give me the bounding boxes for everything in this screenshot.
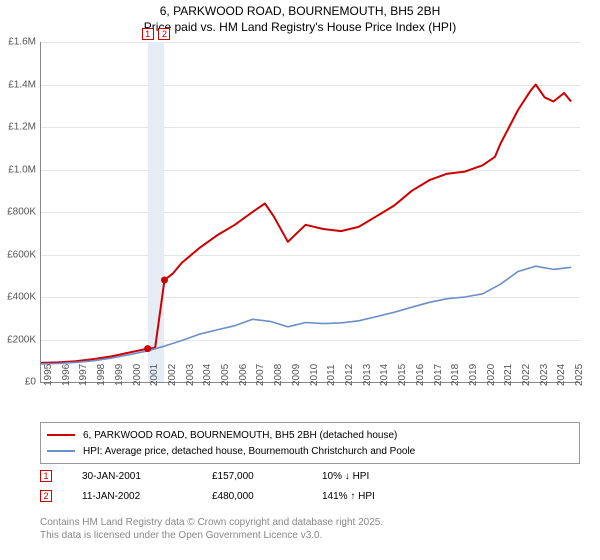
transaction-price: £480,000 — [212, 491, 322, 502]
x-tick-label: 1996 — [61, 364, 72, 386]
footnote: Contains HM Land Registry data © Crown c… — [40, 516, 580, 542]
legend: 6, PARKWOOD ROAD, BOURNEMOUTH, BH5 2BH (… — [40, 422, 580, 464]
sale-marker-box: 1 — [142, 28, 154, 40]
x-tick-label: 2001 — [149, 364, 160, 386]
sale-marker-box: 2 — [158, 28, 170, 40]
x-tick-label: 2019 — [468, 364, 479, 386]
transaction-marker: 1 — [40, 470, 52, 482]
sale-marker-dot — [144, 345, 151, 352]
legend-swatch — [47, 450, 75, 452]
legend-label: 6, PARKWOOD ROAD, BOURNEMOUTH, BH5 2BH (… — [83, 430, 397, 441]
x-tick-label: 2017 — [433, 364, 444, 386]
title-line-2: Price paid vs. HM Land Registry's House … — [0, 20, 600, 36]
legend-item: 6, PARKWOOD ROAD, BOURNEMOUTH, BH5 2BH (… — [47, 427, 573, 443]
x-tick-label: 2024 — [556, 364, 567, 386]
chart-plot — [40, 42, 580, 382]
y-tick-label: £600K — [0, 249, 36, 260]
x-tick-label: 2000 — [132, 364, 143, 386]
transaction-row: 1 30-JAN-2001£157,00010% ↓ HPI — [40, 466, 580, 486]
x-tick-label: 2004 — [202, 364, 213, 386]
series-price-paid — [40, 85, 571, 363]
transaction-date: 11-JAN-2002 — [82, 491, 212, 502]
x-tick-label: 2007 — [255, 364, 266, 386]
legend-label: HPI: Average price, detached house, Bour… — [83, 446, 415, 457]
x-tick-label: 2002 — [167, 364, 178, 386]
y-tick-label: £1.6M — [0, 37, 36, 48]
y-tick-label: £1.0M — [0, 164, 36, 175]
series-hpi — [40, 266, 571, 364]
x-tick-label: 2020 — [486, 364, 497, 386]
transaction-pct: 141% ↑ HPI — [322, 491, 382, 502]
x-tick-label: 1997 — [78, 364, 89, 386]
transaction-table: 1 30-JAN-2001£157,00010% ↓ HPI 2 11-JAN-200… — [40, 466, 580, 506]
x-tick-label: 2008 — [273, 364, 284, 386]
transaction-pct: 10% ↓ HPI — [322, 471, 382, 482]
x-tick-label: 2022 — [521, 364, 532, 386]
x-tick-label: 2021 — [503, 364, 514, 386]
y-tick-label: £400K — [0, 292, 36, 303]
y-tick-label: £0 — [0, 377, 36, 388]
y-tick-label: £1.2M — [0, 122, 36, 133]
y-tick-label: £800K — [0, 207, 36, 218]
legend-swatch — [47, 434, 75, 436]
transaction-marker: 2 — [40, 490, 52, 502]
x-tick-label: 2015 — [397, 364, 408, 386]
x-tick-label: 2013 — [362, 364, 373, 386]
x-tick-label: 2006 — [238, 364, 249, 386]
x-tick-label: 1995 — [43, 364, 54, 386]
transaction-price: £157,000 — [212, 471, 322, 482]
y-axis — [40, 42, 41, 382]
x-tick-label: 2010 — [309, 364, 320, 386]
chart: £0£200K£400K£600K£800K£1.0M£1.2M£1.4M£1.… — [40, 42, 580, 382]
transaction-date: 30-JAN-2001 — [82, 471, 212, 482]
x-tick-label: 2009 — [291, 364, 302, 386]
x-tick-label: 2016 — [415, 364, 426, 386]
x-tick-label: 2003 — [185, 364, 196, 386]
x-tick-label: 2012 — [344, 364, 355, 386]
transaction-row: 2 11-JAN-2002£480,000141% ↑ HPI — [40, 486, 580, 506]
x-tick-label: 2023 — [539, 364, 550, 386]
y-tick-label: £200K — [0, 334, 36, 345]
footnote-line-1: Contains HM Land Registry data © Crown c… — [40, 516, 580, 529]
title-line-1: 6, PARKWOOD ROAD, BOURNEMOUTH, BH5 2BH — [0, 4, 600, 20]
x-tick-label: 2025 — [574, 364, 585, 386]
sale-marker-dot — [161, 277, 168, 284]
footnote-line-2: This data is licensed under the Open Gov… — [40, 529, 580, 542]
x-tick-label: 1998 — [96, 364, 107, 386]
y-tick-label: £1.4M — [0, 79, 36, 90]
x-tick-label: 2018 — [450, 364, 461, 386]
x-tick-label: 2005 — [220, 364, 231, 386]
x-tick-label: 1999 — [114, 364, 125, 386]
x-tick-label: 2011 — [326, 364, 337, 386]
legend-item: HPI: Average price, detached house, Bour… — [47, 443, 573, 459]
x-tick-label: 2014 — [379, 364, 390, 386]
